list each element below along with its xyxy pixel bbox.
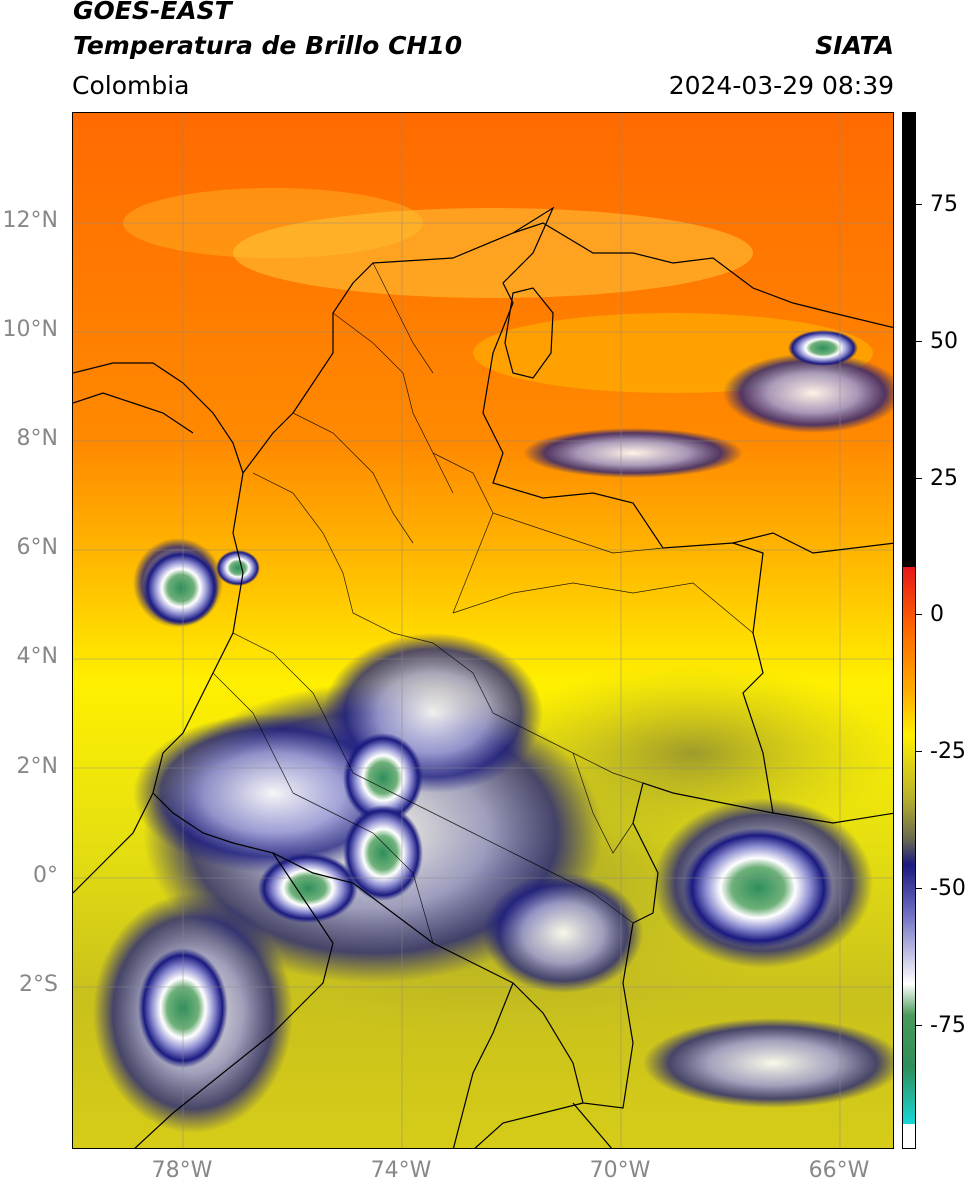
lat-label: 8°N (16, 426, 58, 451)
lat-label: 0° (33, 863, 58, 888)
colorbar-tick-mark (916, 341, 922, 342)
colorbar-tick-label: 50 (930, 329, 958, 354)
lat-label: 2°N (16, 754, 58, 779)
colorbar-tick-mark (916, 614, 922, 615)
department-borders (212, 262, 754, 944)
region-label: Colombia (72, 71, 190, 100)
colorbar-tick-mark (916, 478, 922, 479)
lat-label: 2°S (19, 972, 58, 997)
product-title: Temperatura de Brillo CH10 (73, 31, 463, 60)
temperature-colorbar (902, 112, 916, 1149)
colorbar-tick-label: -50 (930, 876, 966, 901)
colorbar-tick-label: -25 (930, 739, 966, 764)
colorbar-tick-mark (916, 204, 922, 205)
colorbar-tick-mark (916, 1025, 922, 1026)
graticule (73, 113, 893, 1148)
lat-label: 4°N (16, 644, 58, 669)
colorbar-tick-label: 25 (930, 466, 958, 491)
colorbar-tick-label: 0 (930, 602, 944, 627)
lat-label: 10°N (2, 317, 58, 342)
colorbar-tick-mark (916, 888, 922, 889)
country-borders (73, 206, 893, 1148)
colorbar-gradient (903, 113, 915, 1148)
lat-label: 12°N (2, 208, 58, 233)
lon-label: 78°W (151, 1158, 213, 1183)
lon-label: 66°W (808, 1158, 870, 1183)
lon-label: 70°W (589, 1158, 651, 1183)
brightness-temperature-image (73, 113, 893, 1148)
colorbar-tick-label: 75 (930, 192, 958, 217)
datetime-label: 2024-03-29 08:39 (668, 71, 894, 100)
colorbar-tick-mark (916, 751, 922, 752)
lat-label: 6°N (16, 535, 58, 560)
lon-label: 74°W (370, 1158, 432, 1183)
satellite-map[interactable] (72, 112, 894, 1149)
satellite-title: GOES-EAST (73, 0, 232, 25)
source-label: SIATA (815, 31, 894, 60)
colorbar-tick-label: -75 (930, 1013, 966, 1038)
